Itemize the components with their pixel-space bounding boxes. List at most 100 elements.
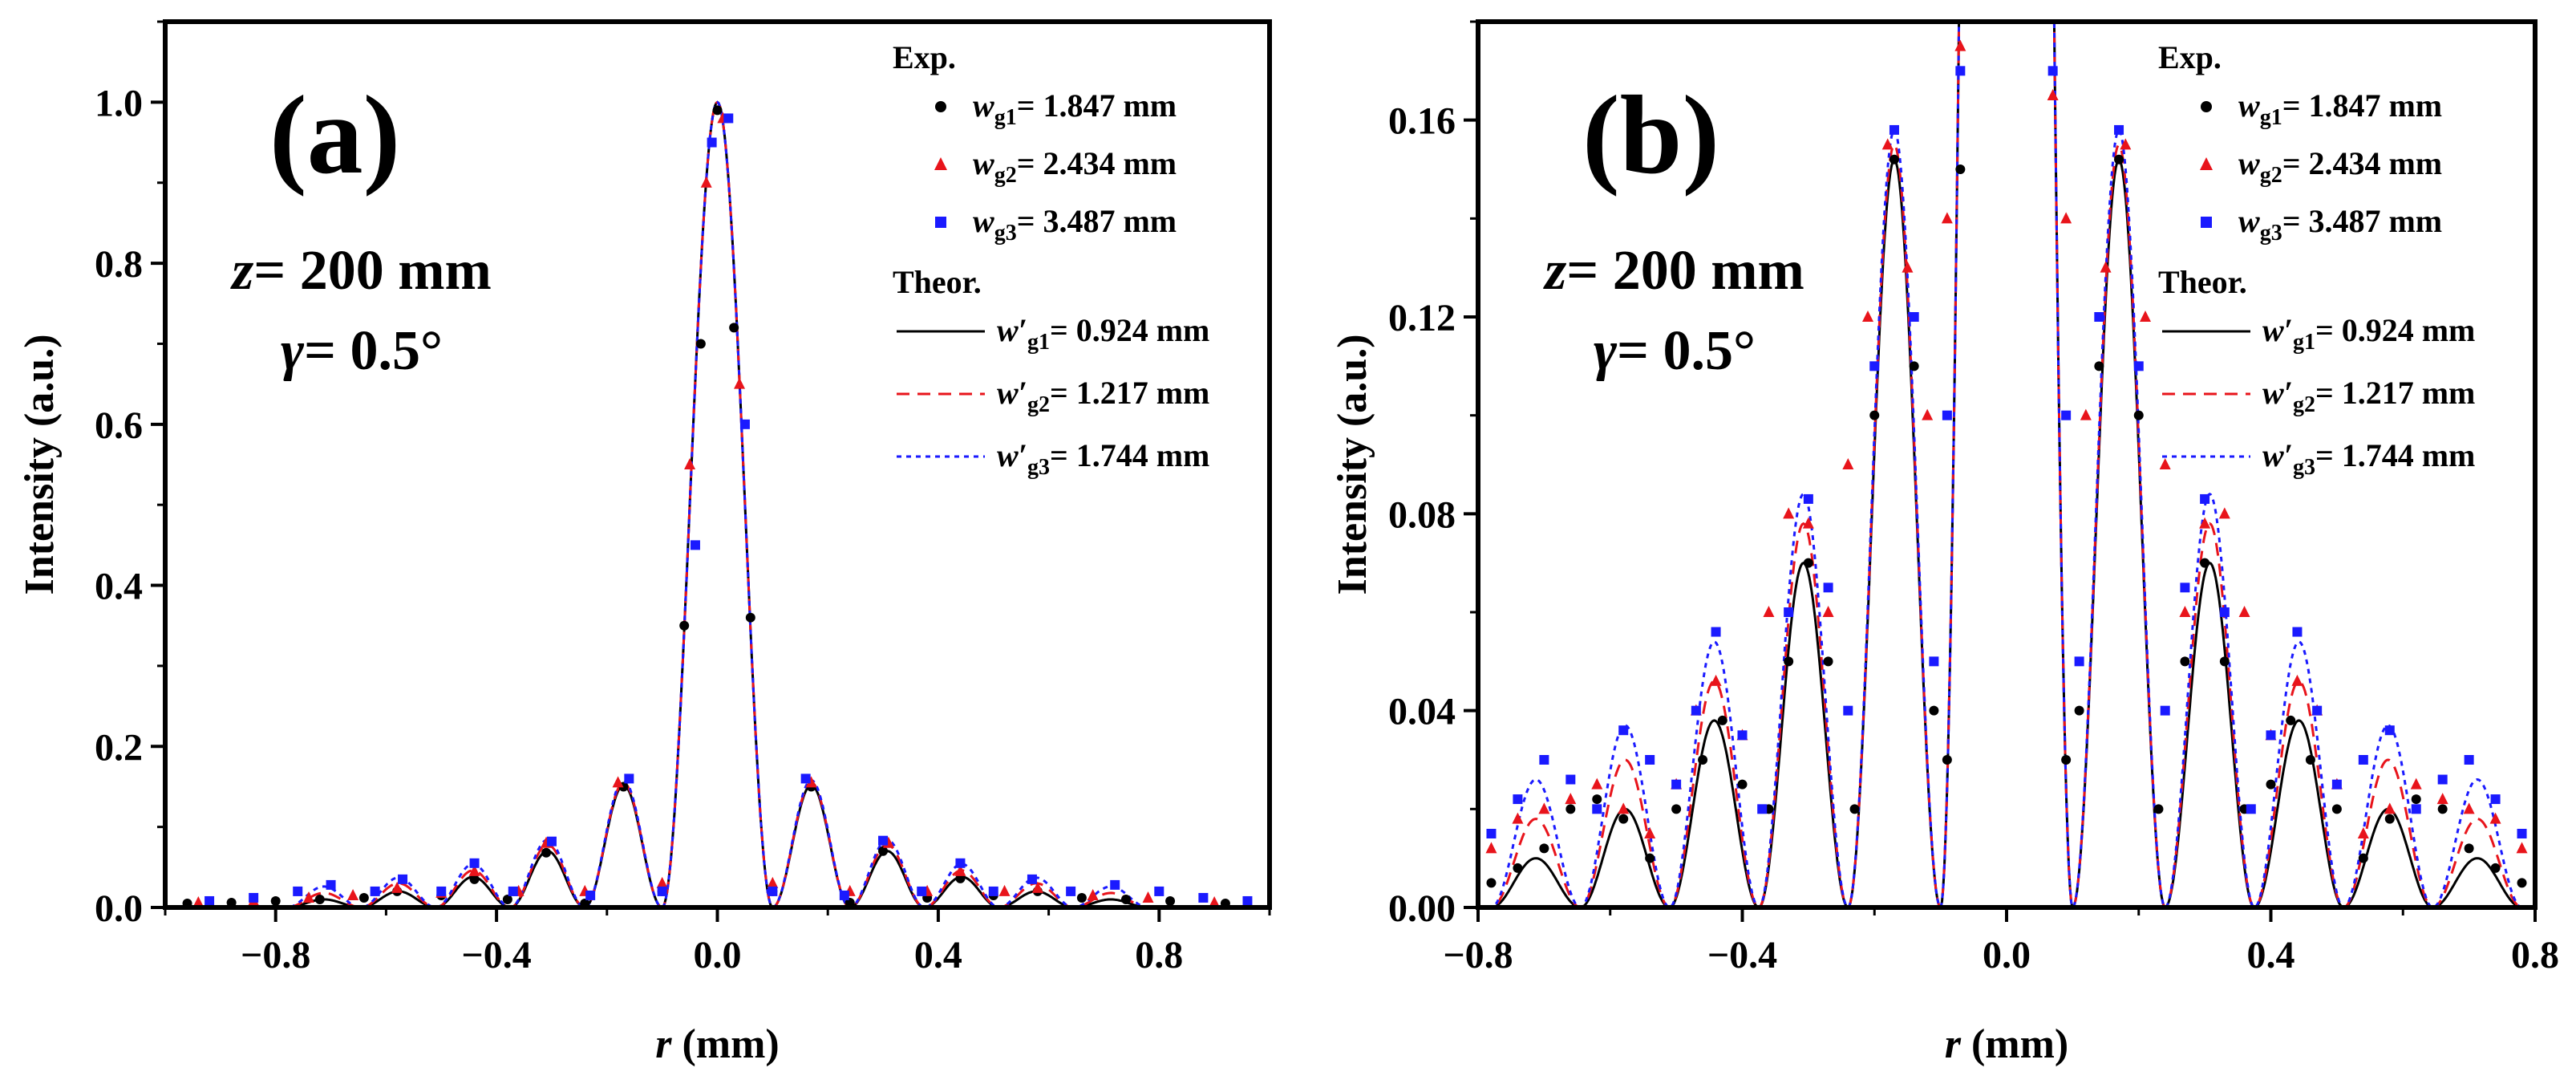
data-point: [1486, 878, 1497, 888]
legend-theor-title: Theor.: [893, 264, 982, 300]
exp-series-1: [1486, 154, 2527, 888]
data-point: [1717, 715, 1727, 725]
data-point: [1165, 895, 1176, 906]
data-point: [1823, 656, 1833, 667]
x-axis-variable: r: [655, 1021, 672, 1067]
data-point: [2218, 507, 2230, 519]
data-point: [469, 874, 480, 884]
legend-theor-entry: w′g1= 0.924 mm: [2262, 312, 2475, 355]
data-point: [293, 886, 303, 896]
y-tick-label: 0.0: [95, 887, 143, 930]
x-tick-label: 0.8: [2511, 934, 2559, 976]
data-point: [2411, 794, 2421, 805]
gamma-annotation: γ= 0.5°: [281, 320, 443, 382]
data-point: [1671, 779, 1682, 790]
data-point: [2139, 311, 2151, 322]
legend-subscript: g2: [2260, 163, 2282, 188]
data-point: [326, 879, 336, 890]
data-point: [1691, 705, 1701, 716]
x-tick-label: 0.8: [1135, 934, 1183, 976]
data-point: [955, 858, 966, 868]
data-point: [370, 886, 380, 896]
data-point: [1869, 361, 1880, 371]
data-point: [1902, 261, 1914, 273]
exp-series-3: [1486, 66, 2527, 838]
data-point: [955, 873, 966, 883]
legend-marker-circle: [2201, 101, 2212, 112]
legend-var: w: [973, 203, 994, 239]
data-point: [546, 836, 557, 846]
data-point: [878, 846, 889, 856]
x-axis-title: r (mm): [655, 1021, 780, 1067]
data-point: [2437, 774, 2448, 785]
data-point: [358, 892, 369, 903]
panel-label: (b): [1582, 73, 1719, 197]
data-point: [1783, 507, 1795, 519]
data-point: [436, 886, 447, 896]
data-point: [1565, 793, 1577, 805]
y-tick-label: 0.16: [1388, 100, 1456, 143]
data-point: [1645, 755, 1655, 765]
legend-var: w′: [2262, 375, 2293, 411]
data-point: [878, 835, 889, 846]
panel-a: −0.8 −0.4 0.0 0.4 0.8 0.0 0.2 0.4 0.6 0.8 1.0 r (mm…: [17, 19, 1272, 1067]
data-point: [1711, 627, 1721, 637]
data-point: [767, 876, 779, 888]
gamma-value: = 0.5°: [304, 320, 443, 382]
data-point: [2074, 705, 2084, 716]
y-tick-label: 0.00: [1388, 887, 1456, 930]
legend-value: = 3.487 mm: [2282, 203, 2442, 239]
data-point: [2074, 656, 2084, 667]
legend-marker-square: [935, 217, 946, 228]
legend-value: = 3.487 mm: [1017, 203, 1177, 239]
legend-value: = 1.217 mm: [1050, 375, 1209, 411]
data-point: [1710, 674, 1722, 686]
data-point: [1955, 164, 1966, 174]
x-tick-label: −0.4: [1707, 934, 1777, 976]
data-point: [1862, 311, 1874, 322]
data-point: [1539, 843, 1549, 854]
data-point: [2060, 212, 2072, 224]
data-point: [1909, 312, 1919, 322]
legend-subscript: g1: [994, 105, 1017, 130]
data-point: [695, 339, 706, 349]
theory-line-1: [1478, 22, 2535, 907]
data-point: [2199, 517, 2211, 529]
legend-theor-entry: w′g3= 1.744 mm: [2262, 437, 2475, 480]
gamma-annotation: γ= 0.5°: [1594, 320, 1756, 382]
data-point: [2291, 674, 2303, 686]
legend-value: = 1.744 mm: [2315, 437, 2475, 473]
panel-label: (a): [269, 73, 400, 197]
data-point: [2358, 755, 2368, 765]
data-point: [1076, 892, 1087, 903]
data-point: [1242, 895, 1253, 906]
data-point: [2200, 558, 2210, 568]
data-point: [1027, 874, 1037, 884]
y-tick-label: 1.0: [95, 82, 143, 124]
data-point: [700, 176, 712, 188]
data-point: [612, 776, 624, 788]
legend-subscript: g3: [1027, 455, 1050, 480]
x-tick-label: −0.4: [461, 934, 531, 976]
legend-var: w′: [2262, 312, 2293, 348]
legend-value: = 1.847 mm: [2282, 87, 2442, 124]
data-point: [2286, 715, 2296, 725]
data-point: [844, 897, 855, 907]
x-axis-variable: r: [1945, 1021, 1962, 1067]
x-axis-unit: (mm): [1961, 1021, 2068, 1067]
data-point: [2331, 779, 2342, 790]
data-point: [2437, 804, 2448, 814]
legend-theor-entry: w′g2= 1.217 mm: [997, 375, 1209, 417]
data-point: [954, 864, 966, 876]
data-point: [1757, 804, 1768, 814]
data-point: [2312, 705, 2323, 716]
x-tick-label: 0.0: [1983, 934, 2031, 976]
data-point: [1942, 410, 1952, 420]
x-tick-label: 0.4: [914, 934, 962, 976]
data-point: [2464, 755, 2474, 765]
legend-var: w: [973, 145, 994, 181]
data-point: [729, 323, 739, 333]
data-point: [2219, 607, 2230, 617]
z-variable: z: [1543, 240, 1566, 302]
data-point: [2357, 827, 2369, 838]
